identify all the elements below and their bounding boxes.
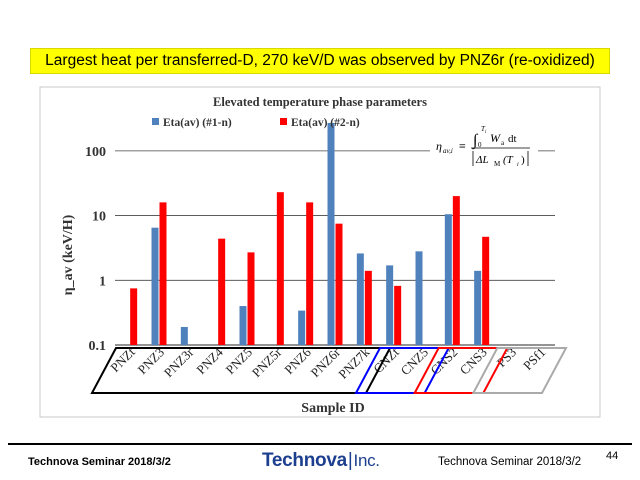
bar-2-cns3 [482,236,490,345]
y-tick-label: 10 [92,210,106,225]
y-axis: 0.1 1 10 100 [85,145,106,354]
y-tick-label: 0.1 [89,339,107,354]
bar-2-pnz6 [306,202,314,345]
bar-2-cnzt [394,285,402,345]
y-tick-label: 1 [99,274,106,289]
eq-int-upper-sub: i [485,130,487,135]
eq-den-sub: M [494,160,501,168]
bar-2-pnz3 [159,202,167,345]
footer-left-text: Technova Seminar 2018/3/2 [28,456,171,468]
eq-integral-sign: ∫ [472,132,479,150]
sample-group-boxes [90,347,568,394]
bar-2-pnz6r [335,223,343,345]
technova-logo: Technova|Inc. [262,450,380,472]
bar-2-cns2 [452,196,460,345]
legend-swatch-series-1 [152,118,159,125]
bar-1-pnz3r [180,326,188,345]
bar-2-pnz4 [218,238,226,345]
headline-text: Largest heat per transferred-D, 270 keV/… [45,52,595,69]
logo-inc: Inc. [353,451,381,470]
bar-2-pnz5r [276,192,284,345]
eq-num-d: dt [508,133,517,145]
eq-num-sub: a [501,139,505,147]
legend-swatch-series-2 [280,118,287,125]
eq-den-close: ) [521,154,525,166]
equation: η av,i ≡ ∫ T i 0 W a dt ΔL M (T i ) [430,125,538,170]
footer-right-text: Technova Seminar 2018/3/2 [438,456,582,468]
footer-divider [8,443,632,445]
chart-title: Elevated temperature phase parameters [213,95,427,109]
eq-int-upper: T [481,125,486,133]
group-box-4 [471,347,568,394]
bar-1-cnz5 [415,251,423,345]
bar-1-pnz5 [239,306,247,345]
bar-2-pnz5 [247,252,255,345]
logo-main: Technova [262,450,347,471]
y-axis-label: η_av (keV/H) [61,214,76,295]
bars [130,122,490,345]
bar-1-pnz6r [327,122,335,345]
eq-den-arg-sub: i [517,162,519,168]
y-tick-label: 100 [85,145,106,160]
bar-1-pnz3 [151,227,159,345]
bar-2-pnzt [130,288,138,345]
eq-lhs-sub: av,i [443,147,453,155]
legend: Eta(av) (#1-n) Eta(av) (#2-n) [152,117,360,129]
equation-bg [430,128,538,170]
legend-label-series-2: Eta(av) (#2-n) [291,117,360,129]
page-number: 44 [606,450,619,462]
x-axis-label: Sample ID [301,401,364,416]
bar-1-cns3 [474,270,482,345]
legend-label-series-1: Eta(av) (#1-n) [163,117,232,129]
bar-1-cns2 [444,214,452,345]
eq-op: ≡ [459,139,466,153]
bar-1-cnzt [386,265,394,345]
eq-den-var: ΔL [475,154,489,166]
bar-1-pnz7k [356,253,364,345]
gridlines [115,150,555,346]
bar-1-pnz6 [298,310,306,345]
logo-separator: | [347,450,353,471]
eq-int-lower: 0 [478,141,482,149]
headline-banner: Largest heat per transferred-D, 270 keV/… [30,48,610,74]
bar-2-pnz7k [364,270,372,345]
eq-den-arg: (T [503,154,514,166]
eq-lhs: η [436,139,442,153]
eq-num-var: W [490,131,501,145]
